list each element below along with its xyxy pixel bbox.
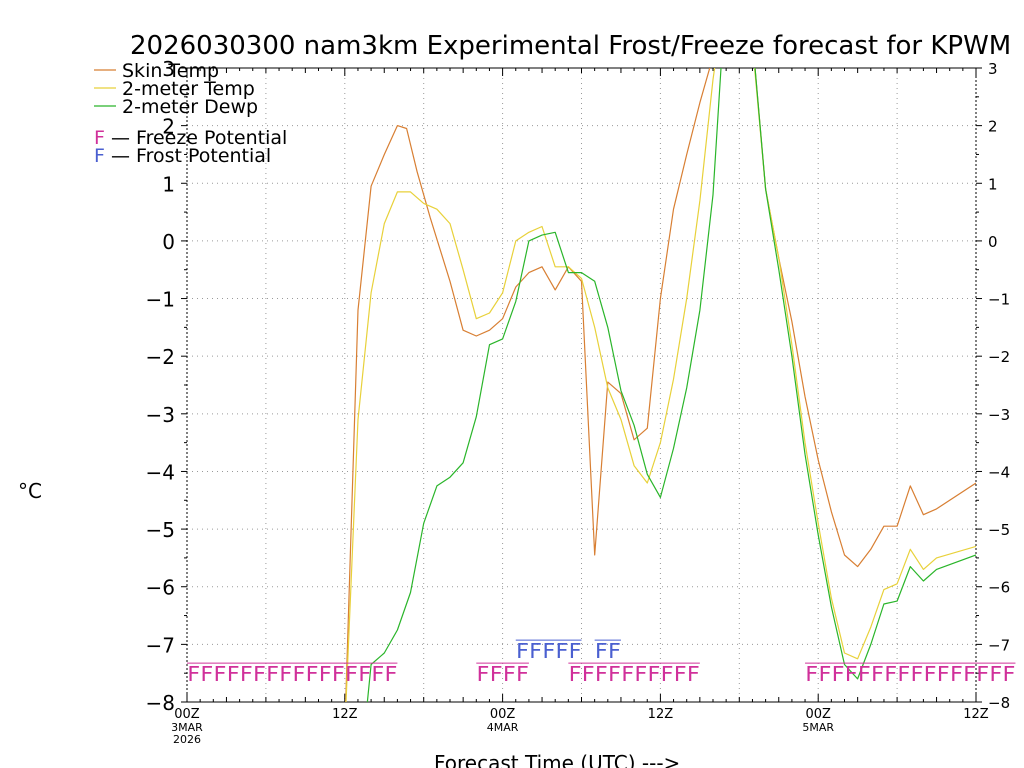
y-tick-label-right: −7 [988,636,1010,654]
y-tick-label-left: 3 [162,57,175,81]
y-tick-label-right: 2 [988,118,998,136]
series-lines [345,68,976,702]
potential-legend-text: — Freeze Potential [105,127,287,149]
y-tick-label-left: 0 [162,230,175,254]
potential-legend-letter: F [94,145,105,167]
y-tick-label-right: 1 [988,175,998,193]
legend-label: 2-meter Temp [122,78,255,100]
y-tick-label-left: 1 [162,172,175,196]
y-tick-label-left: 2 [162,115,175,139]
y-tick-label-right: −5 [988,521,1010,539]
y-axis-right-ticks: −8 −7 −6 −5 −4 −3 −2 −1 0 1 2 3 [976,60,1010,712]
legend-label: Skin Temp [122,60,219,82]
x-tick-label: 12Z [963,707,989,722]
series-line-2-meter-temp [345,68,976,702]
y-tick-label-left: −2 [146,345,175,369]
chart-title: 2026030300 nam3km Experimental Frost/Fre… [130,31,1011,61]
y-tick-label-right: 3 [988,60,998,78]
x-tick-label: 00Z [805,707,831,722]
frost-flag-run: FFFFF [516,639,582,663]
series-line-2-meter-dewp [366,68,976,702]
y-tick-label-right: −2 [988,348,1010,366]
y-tick-label-left: −4 [146,460,175,484]
y-tick-label-right: −8 [988,694,1010,712]
y-tick-label-right: 0 [988,233,998,251]
legend-label: 2-meter Dewp [122,96,258,118]
potential-flags: FFFFFFFFFFFFFFFF FFFF FFFFFFFFFF FFFFFFFFFF… [187,639,1016,686]
freeze-flag-run: FFFFFFFFFFFFFFFF [187,662,397,686]
y-tick-label-right: −3 [988,406,1010,424]
potential-legend-entry: F — Frost Potential [94,145,271,167]
x-tick-sublabel: 4MAR [487,721,519,734]
y-tick-label-right: −6 [988,579,1010,597]
x-tick-sublabel: 3MAR [171,721,203,734]
x-axis-label: Forecast Time (UTC) ---> [434,751,680,768]
y-tick-label-left: −7 [146,633,175,657]
grid-lines [187,68,976,702]
x-tick-sublabel: 5MAR [802,721,834,734]
y-tick-label-left: −6 [146,576,175,600]
y-tick-label-right: −4 [988,463,1010,481]
y-tick-label-left: −8 [146,691,175,715]
frost-flag-run: FF [595,639,621,663]
potential-legend-text: — Frost Potential [105,145,271,167]
y-axis-left-ticks: −8 −7 −6 −5 −4 −3 −2 −1 0 1 2 3 [146,57,187,715]
y-tick-label-left: −3 [146,403,175,427]
x-tick-label: 12Z [648,707,674,722]
x-tick-label: 00Z [174,707,200,722]
potential-legend-letter: F [94,127,105,149]
x-tick-label: 12Z [332,707,358,722]
freeze-flag-run: FFFFFFFFFF [568,662,700,686]
y-axis-label: °C [18,479,42,503]
x-tick-sublabel: 2026 [173,733,201,746]
y-tick-label-right: −1 [988,291,1010,309]
potential-legend-entry: F — Freeze Potential [94,127,287,149]
freeze-flag-run: FFFFFFFFFFFFFFFF [805,662,1015,686]
x-tick-label: 00Z [490,707,516,722]
freeze-flag-run: FFFF [476,662,529,686]
y-tick-label-left: −1 [146,288,175,312]
y-tick-label-left: −5 [146,518,175,542]
series-line-skin-temp [345,68,976,702]
